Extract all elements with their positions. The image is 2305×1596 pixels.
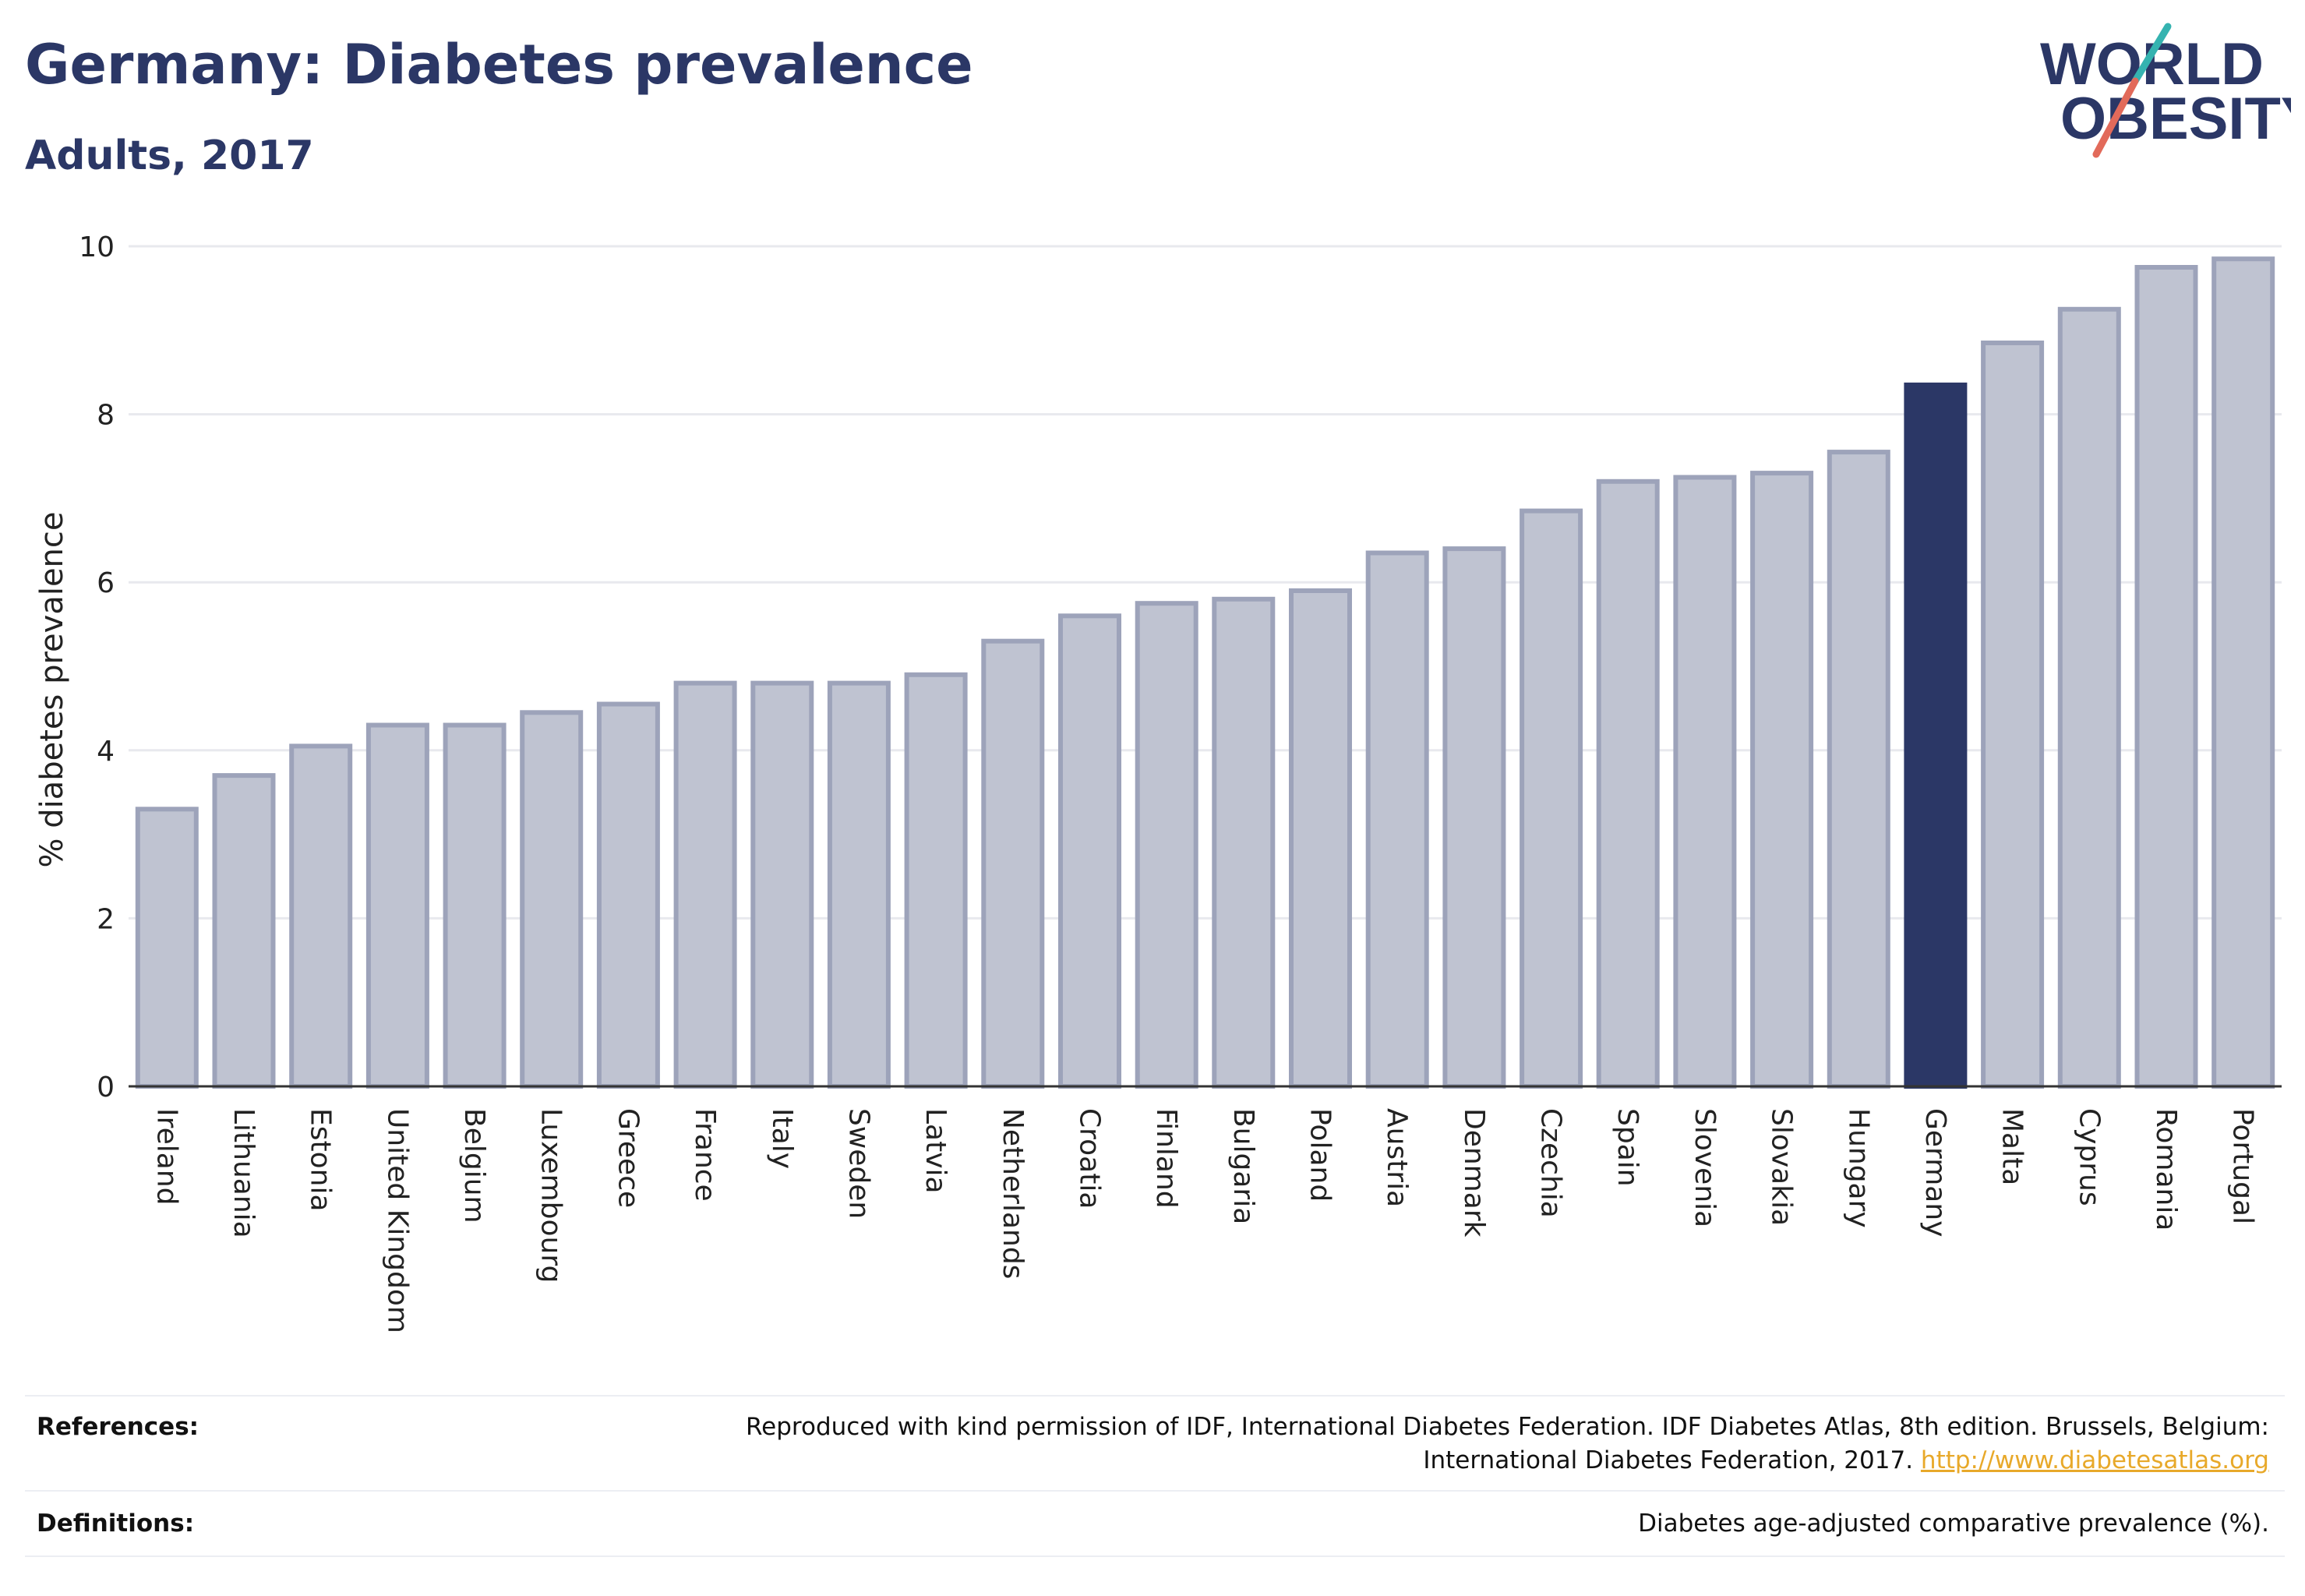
bar-chart: 0 2 4 6 8 10 Ireland Lithuania Estonia United Ki…	[34, 231, 2282, 1333]
bar-denmark	[1442, 546, 1506, 1089]
y-axis-ticks: 0 2 4 6 8 10	[79, 231, 115, 1103]
x-tick-label: United Kingdom	[381, 1108, 413, 1333]
x-tick-label: Austria	[1381, 1108, 1413, 1207]
footer-divider-top	[25, 1395, 2285, 1396]
bar-ireland	[135, 807, 199, 1089]
references-label: References:	[37, 1413, 199, 1441]
bar-finland	[1135, 601, 1198, 1089]
bar-poland	[1289, 588, 1352, 1089]
bar-estonia	[289, 743, 353, 1089]
bar-germany	[1904, 382, 1968, 1089]
y-axis-label: % diabetes prevalence	[34, 511, 70, 867]
bar-luxembourg	[520, 710, 584, 1089]
bar-slovakia	[1750, 471, 1814, 1089]
x-tick-label: Denmark	[1458, 1108, 1490, 1238]
y-tick-label: 10	[79, 231, 115, 263]
x-tick-label: Slovakia	[1766, 1108, 1798, 1226]
bar-bulgaria	[1212, 596, 1276, 1089]
x-tick-label: Latvia	[920, 1108, 951, 1194]
world-obesity-logo: WORLD OBESITY	[2040, 23, 2291, 158]
x-tick-label: Portugal	[2227, 1108, 2259, 1224]
x-tick-label: Germany	[1919, 1108, 1951, 1237]
x-axis-ticks: Ireland Lithuania Estonia United Kingdom Bel…	[150, 1108, 2258, 1333]
x-tick-label: Slovenia	[1689, 1108, 1721, 1227]
footer-divider-middle	[25, 1490, 2285, 1492]
bar-cyprus	[2057, 306, 2121, 1089]
bar-belgium	[443, 722, 507, 1089]
x-tick-label: Sweden	[842, 1108, 874, 1219]
page-title: Germany: Diabetes prevalence	[25, 33, 973, 97]
y-tick-label: 2	[97, 903, 115, 935]
bar-malta	[1981, 341, 2045, 1089]
x-tick-label: Luxembourg	[535, 1108, 567, 1283]
bar-italy	[750, 680, 814, 1089]
y-tick-label: 6	[97, 567, 115, 599]
x-tick-label: Poland	[1304, 1108, 1336, 1202]
bar-czechia	[1520, 508, 1583, 1089]
x-tick-label: Italy	[766, 1108, 798, 1169]
x-tick-label: France	[689, 1108, 721, 1202]
page-subtitle: Adults, 2017	[25, 132, 314, 179]
x-tick-label: Malta	[1996, 1108, 2028, 1185]
logo-line-2: OBESITY	[2060, 86, 2291, 152]
bar-hungary	[1827, 450, 1890, 1089]
definitions-section: Definitions: Diabetes age-adjusted compa…	[25, 1490, 2285, 1555]
logo-slash-teal	[2131, 23, 2172, 85]
y-tick-label: 4	[97, 736, 115, 768]
bar-united-kingdom	[365, 722, 429, 1089]
x-tick-label: Ireland	[150, 1108, 182, 1206]
x-tick-label: Spain	[1611, 1108, 1643, 1187]
x-tick-label: Croatia	[1073, 1108, 1105, 1209]
x-tick-label: Bulgaria	[1227, 1108, 1259, 1224]
references-section: References: Reproduced with kind permiss…	[25, 1395, 2285, 1488]
x-tick-label: Czechia	[1535, 1108, 1567, 1218]
definitions-text: Diabetes age-adjusted comparative preval…	[1638, 1509, 2269, 1538]
bar-france	[673, 680, 737, 1089]
bar-lithuania	[212, 773, 276, 1089]
x-tick-label: Finland	[1150, 1108, 1182, 1209]
bars	[135, 256, 2275, 1089]
references-text: Reproduced with kind permission of IDF, …	[555, 1411, 2269, 1478]
x-tick-label: Romania	[2150, 1108, 2182, 1231]
bar-romania	[2134, 265, 2198, 1089]
x-tick-label: Belgium	[458, 1108, 490, 1223]
x-tick-label: Hungary	[1842, 1108, 1874, 1228]
bar-latvia	[904, 672, 968, 1089]
x-tick-label: Cyprus	[2073, 1108, 2105, 1206]
bar-netherlands	[981, 638, 1045, 1089]
bar-slovenia	[1673, 475, 1737, 1089]
x-tick-label: Netherlands	[997, 1108, 1029, 1279]
bar-spain	[1596, 478, 1660, 1089]
logo-slash-coral	[2092, 77, 2139, 158]
bar-portugal	[2211, 256, 2275, 1089]
y-tick-label: 8	[97, 400, 115, 432]
definitions-label: Definitions:	[37, 1509, 195, 1538]
diabetes-atlas-link[interactable]: http://www.diabetesatlas.org	[1920, 1446, 2269, 1474]
bar-sweden	[827, 680, 891, 1089]
x-tick-label: Greece	[612, 1108, 644, 1208]
footer-divider-bottom	[25, 1555, 2285, 1557]
references-text-line-1: Reproduced with kind permission of IDF, …	[746, 1413, 2269, 1441]
logo-line-1: WORLD	[2040, 31, 2264, 97]
y-tick-label: 0	[97, 1072, 115, 1103]
bar-croatia	[1058, 613, 1121, 1089]
references-text-line-2: International Diabetes Federation, 2017.	[1423, 1446, 1914, 1474]
x-tick-label: Lithuania	[228, 1108, 259, 1238]
bar-austria	[1365, 550, 1429, 1089]
bar-greece	[596, 701, 660, 1089]
x-tick-label: Estonia	[305, 1108, 337, 1212]
